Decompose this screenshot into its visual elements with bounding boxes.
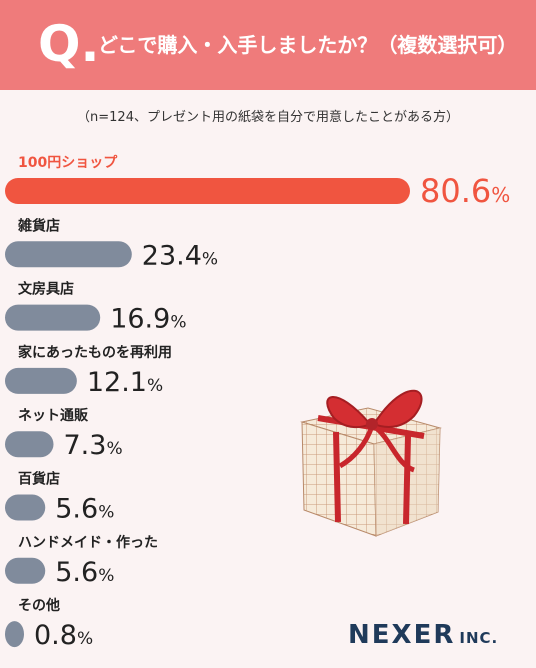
- category-label: 百貨店: [18, 471, 60, 488]
- category-label: 文房具店: [18, 281, 74, 298]
- bar: [5, 304, 101, 331]
- value-label: 23.4%: [142, 240, 218, 271]
- bar: [5, 621, 24, 648]
- company-logo: NEXER INC.: [348, 620, 498, 653]
- bar: [5, 178, 410, 204]
- value-label: 16.9%: [110, 304, 186, 335]
- logo-suffix: INC.: [459, 629, 499, 647]
- category-label: その他: [18, 597, 60, 614]
- sample-note: （n=124、プレゼント用の紙袋を自分で用意したことがある方）: [77, 110, 459, 125]
- question-mark: Q.: [38, 15, 100, 73]
- value-label: 5.6%: [55, 494, 114, 525]
- logo-main: NEXER: [348, 620, 456, 650]
- category-label: 雑貨店: [17, 217, 60, 234]
- category-label: 100円ショップ: [18, 155, 118, 171]
- category-label: 家にあったものを再利用: [18, 344, 172, 361]
- category-label: ハンドメイド・作った: [18, 534, 158, 551]
- category-label: ネット通販: [18, 407, 89, 424]
- value-label: 0.8%: [34, 620, 93, 651]
- bar: [5, 367, 77, 394]
- header-banner: Q. どこで購入・入手しましたか？（複数選択可）: [0, 0, 536, 90]
- bar: [5, 494, 46, 521]
- bar: [5, 431, 54, 458]
- value-label: 12.1%: [87, 367, 163, 398]
- gift-box-icon: [300, 389, 442, 537]
- question-title: どこで購入・入手しましたか？（複数選択可）: [98, 33, 518, 57]
- value-label: 5.6%: [55, 557, 114, 588]
- value-label: 7.3%: [64, 430, 123, 461]
- bar: [5, 241, 132, 268]
- bar: [5, 557, 46, 584]
- value-label: 80.6%: [420, 172, 510, 210]
